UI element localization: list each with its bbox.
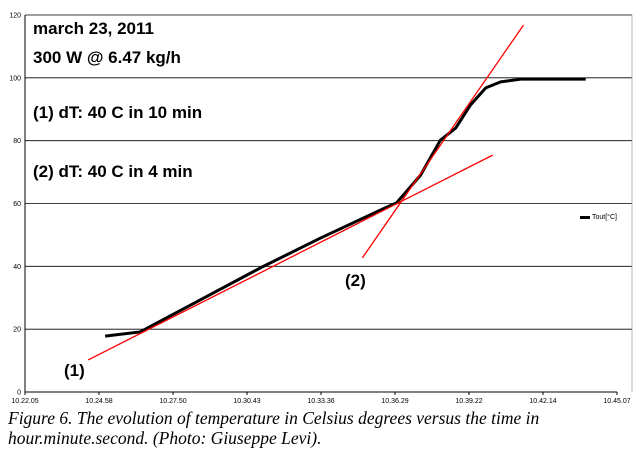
x-tick-label: 10.42.14 bbox=[529, 398, 556, 405]
x-tick-label: 10.30.43 bbox=[233, 398, 260, 405]
x-tick-label: 10.36.29 bbox=[381, 398, 408, 405]
annotation-rate-2: (2) dT: 40 C in 4 min bbox=[33, 162, 193, 181]
y-tick-label: 80 bbox=[13, 138, 21, 145]
legend-label: Tout[°C] bbox=[592, 214, 617, 221]
y-tick-label: 20 bbox=[13, 327, 21, 334]
y-tick-label: 40 bbox=[13, 264, 21, 271]
y-tick-label: 60 bbox=[13, 201, 21, 208]
figure-caption: Figure 6. The evolution of temperature i… bbox=[8, 408, 540, 448]
fit-label-2: (2) bbox=[345, 271, 366, 290]
fit-label-1: (1) bbox=[64, 361, 85, 380]
x-tick-label: 10.27.50 bbox=[159, 398, 186, 405]
y-tick-label: 0 bbox=[17, 390, 21, 397]
legend-swatch bbox=[580, 216, 590, 219]
fit-line-2 bbox=[361, 24, 525, 259]
x-tick-label: 10.39.22 bbox=[455, 398, 482, 405]
y-tick-label: 120 bbox=[9, 13, 21, 20]
annotation-rate-1: (1) dT: 40 C in 10 min bbox=[33, 103, 203, 122]
title-power: 300 W @ 6.47 kg/h bbox=[33, 48, 181, 67]
series-line bbox=[104, 77, 586, 338]
legend: Tout[°C] bbox=[580, 214, 617, 221]
title-date: march 23, 2011 bbox=[33, 19, 154, 38]
x-tick-label: 10.22.05 bbox=[11, 398, 38, 405]
x-tick-label: 10.33.36 bbox=[307, 398, 334, 405]
y-tick-label: 100 bbox=[9, 75, 21, 82]
x-tick-label: 10.24.58 bbox=[85, 398, 112, 405]
x-tick-label: 10.45.07 bbox=[603, 398, 630, 405]
fit-line-1 bbox=[87, 154, 493, 361]
